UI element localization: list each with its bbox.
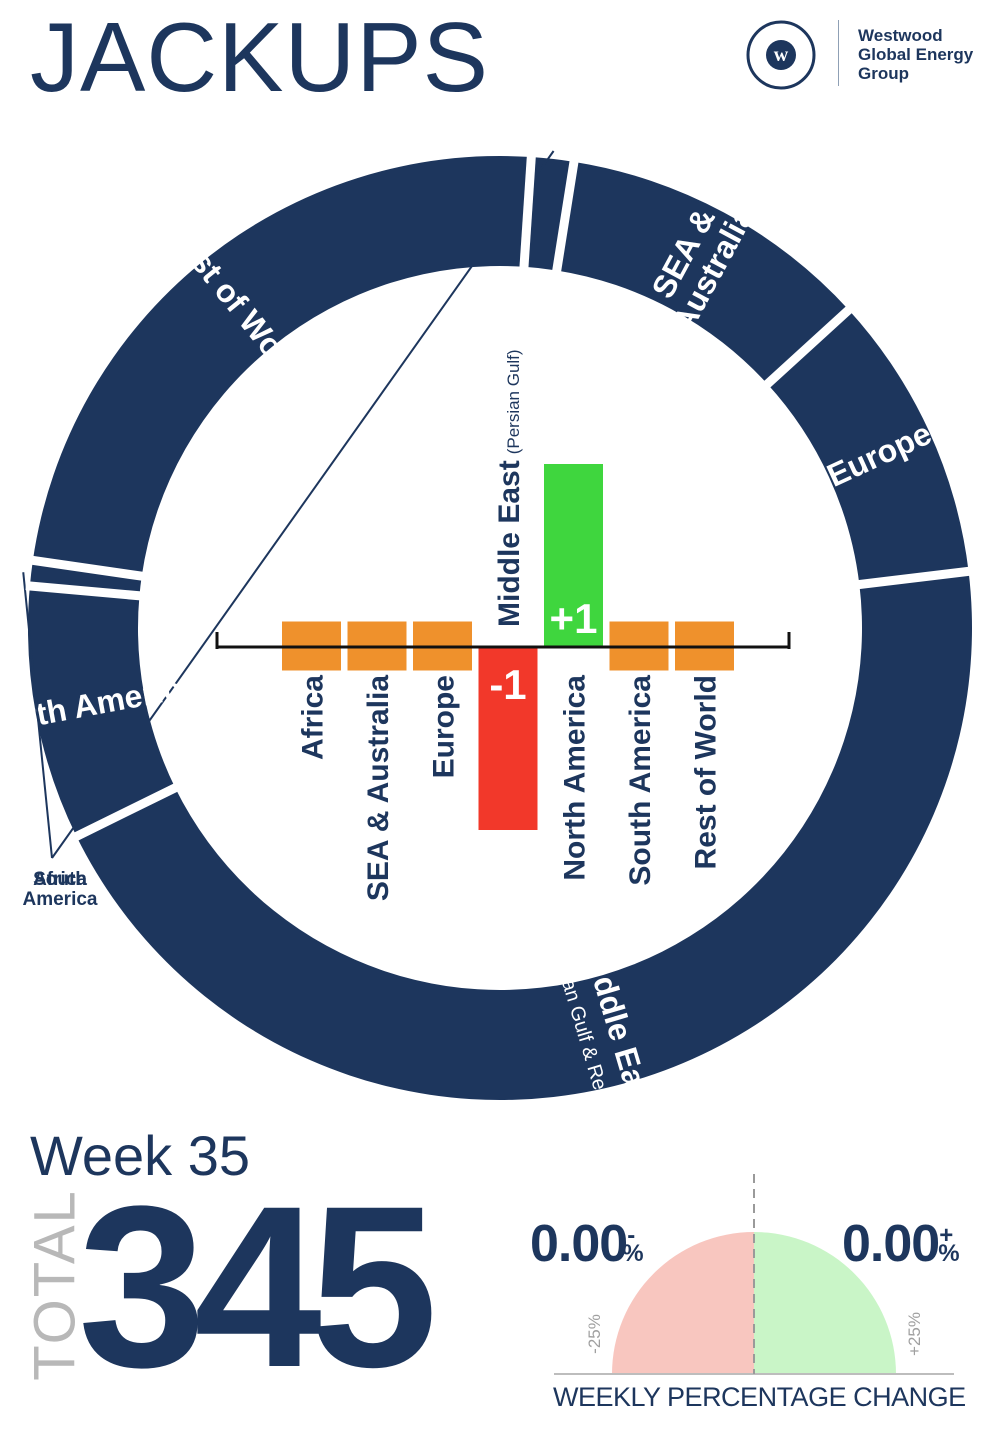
gauge-positive-half xyxy=(754,1232,896,1374)
positive-change-symbol: +% xyxy=(938,1224,959,1267)
bar-category-label: North America xyxy=(559,675,592,881)
bar-category-label: South America xyxy=(624,675,657,886)
donut-slice-europe[interactable] xyxy=(767,309,969,585)
bar-category-label: SEA & Australia xyxy=(362,675,395,901)
bar-middle-east-persian-gulf[interactable] xyxy=(478,647,538,830)
donut-gap xyxy=(519,152,537,272)
brand-name-line-3: Group xyxy=(858,64,909,83)
negative-change-value: 0.00-% xyxy=(530,1215,644,1273)
gauge-max-label: +25% xyxy=(905,1312,924,1356)
donut-slice-rest-of-world[interactable] xyxy=(32,156,532,577)
donut-slice-north-america[interactable] xyxy=(28,586,176,837)
bar-category-label: Rest of World xyxy=(690,675,723,869)
bar-category-label: Africa xyxy=(297,675,330,760)
bar-north-america[interactable] xyxy=(544,464,603,647)
donut-gap xyxy=(25,581,144,601)
brand-logo[interactable]: w Westwood Global Energy Group xyxy=(742,20,982,90)
total-value: 345 xyxy=(78,1158,438,1415)
donut-gap xyxy=(854,566,974,590)
gauge-negative-half xyxy=(612,1232,754,1374)
week-label: Week 35 xyxy=(30,1124,250,1187)
gauge-min-label: -25% xyxy=(585,1314,604,1354)
negative-change-unit: % xyxy=(622,1240,643,1267)
south-america-leader-line xyxy=(22,572,53,859)
positive-change-sign: + xyxy=(939,1222,953,1249)
bar-data-label: -1 xyxy=(489,661,526,708)
donut-slice-sea-australia[interactable] xyxy=(556,161,849,385)
brand-mark-letter: w xyxy=(774,44,789,66)
weekly-percentage-gauge: -25% +25% xyxy=(554,1174,954,1375)
bar-data-label: +1 xyxy=(550,595,598,642)
donut-slice-africa[interactable] xyxy=(523,157,574,271)
brand-name-line-1: Westwood xyxy=(858,26,943,45)
negative-change-symbol: -% xyxy=(622,1224,643,1267)
donut-gap xyxy=(551,157,580,276)
brand-name-line-2: Global Energy xyxy=(858,45,974,64)
donut-gap xyxy=(761,303,855,391)
positive-change-number: 0.00 xyxy=(842,1215,940,1273)
weekly-change-bar-chart: Africa SEA & Australia Europe -1 Middle East… xyxy=(215,349,791,901)
bar-category-label: Europe xyxy=(428,675,461,778)
positive-change-value: 0.00+% xyxy=(842,1215,960,1273)
bar-category-label: Middle East(Persian Gulf) xyxy=(493,349,526,627)
negative-change-number: 0.00 xyxy=(530,1215,628,1273)
donut-slice-middle-east[interactable] xyxy=(76,571,973,1100)
positive-change-unit: % xyxy=(938,1240,959,1267)
brand-mark-icon: w xyxy=(746,20,816,90)
donut-label-africa: Africa xyxy=(33,869,87,890)
donut-gap xyxy=(28,555,147,582)
donut-gap xyxy=(70,782,181,843)
logo-divider xyxy=(838,20,839,86)
negative-change-sign: - xyxy=(627,1222,635,1249)
gauge-axis-label: WEEKLY PERCENTAGE CHANGE xyxy=(553,1382,966,1412)
page-title: JACKUPS xyxy=(30,2,490,112)
brand-name: Westwood Global Energy Group xyxy=(858,26,973,83)
donut-label-south-america: South America xyxy=(23,869,98,910)
